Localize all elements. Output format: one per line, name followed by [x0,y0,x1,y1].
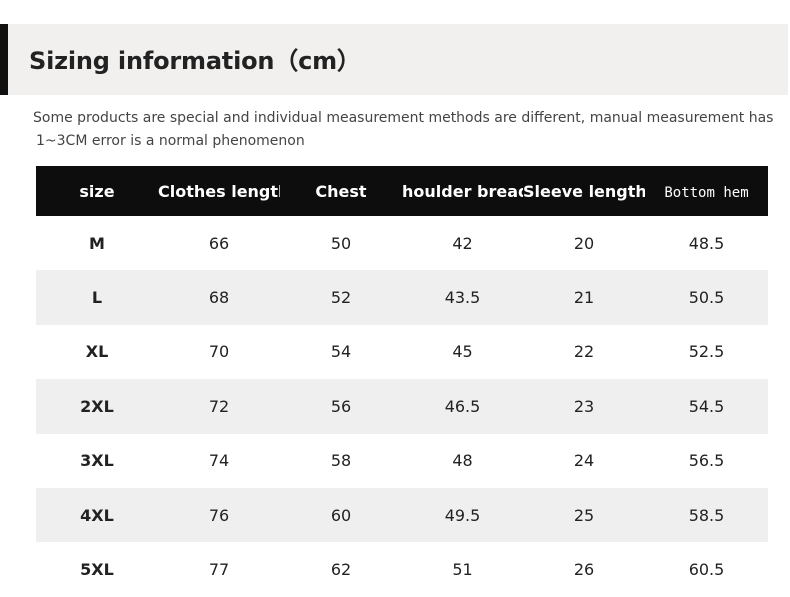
clothes-length-cell: 74 [208,451,230,471]
title-accent-bar [0,24,8,95]
sleeve-length-cell: 26 [573,560,595,580]
size-cell: 5XL [80,560,114,580]
table-row: M 66 50 42 20 48.5 [36,216,768,270]
table-header-row: size Clothes length Chest houlder breadt… [36,166,768,216]
title-bar: Sizing information（cm） [0,24,788,95]
shoulder-breadth-cell: 48 [452,451,473,471]
size-cell: 4XL [36,487,158,543]
table-row: 5XL 77 62 51 26 60.5 [36,542,768,596]
table-row: L 68 52 43.5 21 50.5 [36,270,768,325]
chest-cell: 58 [330,451,352,471]
shoulder-breadth-cell: 51 [452,560,473,580]
clothes-length-cell: 70 [208,342,230,362]
shoulder-breadth-cell: 45 [452,342,473,362]
bottom-hem-cell: 50.5 [645,270,768,325]
size-cell: 3XL [80,451,114,471]
size-cell: L [36,270,158,325]
header-sleeve-length: Sleeve length [523,166,645,216]
note-line-2: 1~3CM error is a normal phenomenon [36,133,305,149]
shoulder-breadth-cell: 46.5 [402,379,523,434]
table-row: 2XL 72 56 46.5 23 54.5 [36,379,768,434]
header-clothes-length: Clothes length [158,166,280,216]
header-shoulder-breadth: houlder breadt [402,166,523,216]
clothes-length-cell: 72 [158,379,280,434]
table-row: 3XL 74 58 48 24 56.5 [36,434,768,488]
bottom-hem-cell: 52.5 [688,342,725,362]
bottom-hem-cell: 56.5 [688,451,725,471]
table-row: 4XL 76 60 49.5 25 58.5 [36,487,768,543]
bottom-hem-cell: 60.5 [688,560,725,580]
bottom-hem-cell: 48.5 [688,233,725,253]
table-row: XL 70 54 45 22 52.5 [36,325,768,379]
header-size: size [36,166,158,216]
size-cell: M [89,233,105,253]
sleeve-length-cell: 20 [573,233,595,253]
chest-cell: 50 [330,233,352,253]
size-cell: 2XL [36,379,158,434]
sleeve-length-cell: 23 [523,379,645,434]
sleeve-length-cell: 22 [573,342,595,362]
chest-cell: 60 [280,487,402,543]
clothes-length-cell: 68 [158,270,280,325]
chest-cell: 56 [280,379,402,434]
header-bottom-hem: Bottom hem [645,166,768,216]
bottom-hem-cell: 58.5 [645,487,768,543]
sleeve-length-cell: 24 [573,451,595,471]
size-cell: XL [85,342,109,362]
shoulder-breadth-cell: 49.5 [402,487,523,543]
chest-cell: 52 [280,270,402,325]
shoulder-breadth-cell: 42 [452,233,473,253]
header-chest: Chest [280,166,402,216]
chest-cell: 54 [330,342,352,362]
shoulder-breadth-cell: 43.5 [402,270,523,325]
sleeve-length-cell: 25 [523,487,645,543]
page-title: Sizing information（cm） [29,47,361,75]
size-table: size Clothes length Chest houlder breadt… [36,166,768,597]
note-line-1: Some products are special and individual… [33,110,774,126]
clothes-length-cell: 77 [208,560,230,580]
clothes-length-cell: 66 [208,233,230,253]
chest-cell: 62 [330,560,352,580]
bottom-hem-cell: 54.5 [645,379,768,434]
clothes-length-cell: 76 [158,487,280,543]
sleeve-length-cell: 21 [523,270,645,325]
measurement-note: Some products are special and individual… [33,107,774,153]
